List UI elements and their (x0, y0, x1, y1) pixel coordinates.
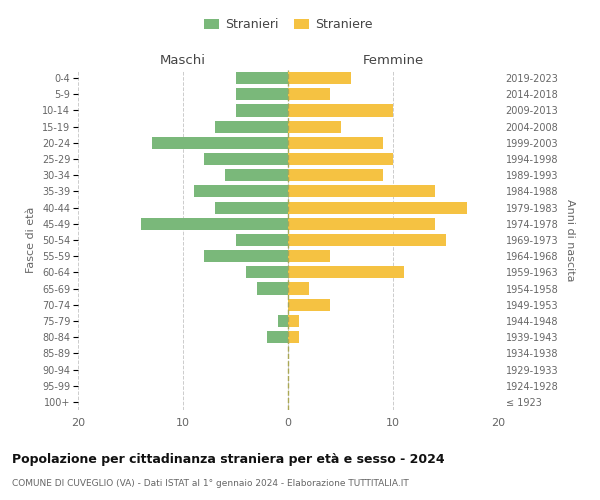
Bar (288, 266, 404, 278)
Bar (288, 137, 383, 149)
Bar (215, 202, 288, 213)
Bar (288, 250, 330, 262)
Bar (288, 72, 351, 84)
Bar (288, 153, 393, 165)
Y-axis label: Anni di nascita: Anni di nascita (565, 198, 575, 281)
Bar (288, 331, 299, 343)
Text: Popolazione per cittadinanza straniera per età e sesso - 2024: Popolazione per cittadinanza straniera p… (12, 452, 445, 466)
Bar (151, 137, 288, 149)
Bar (288, 104, 393, 117)
Bar (288, 120, 341, 132)
Bar (235, 88, 288, 101)
Bar (193, 186, 288, 198)
Bar (235, 72, 288, 84)
Bar (288, 186, 435, 198)
Bar (141, 218, 288, 230)
Bar (288, 218, 435, 230)
Bar (235, 104, 288, 117)
Bar (246, 266, 288, 278)
Text: Maschi: Maschi (160, 54, 206, 67)
Bar (288, 315, 299, 327)
Bar (288, 298, 330, 311)
Bar (288, 202, 467, 213)
Bar (288, 88, 330, 101)
Bar (267, 331, 288, 343)
Bar (235, 234, 288, 246)
Bar (257, 282, 288, 294)
Y-axis label: Fasce di età: Fasce di età (26, 207, 37, 273)
Bar (215, 120, 288, 132)
Bar (204, 250, 288, 262)
Text: Femmine: Femmine (362, 54, 424, 67)
Bar (204, 153, 288, 165)
Legend: Stranieri, Straniere: Stranieri, Straniere (204, 18, 372, 32)
Bar (225, 169, 288, 181)
Bar (288, 234, 445, 246)
Bar (277, 315, 288, 327)
Bar (288, 169, 383, 181)
Text: COMUNE DI CUVEGLIO (VA) - Dati ISTAT al 1° gennaio 2024 - Elaborazione TUTTITALI: COMUNE DI CUVEGLIO (VA) - Dati ISTAT al … (12, 479, 409, 488)
Bar (288, 282, 309, 294)
